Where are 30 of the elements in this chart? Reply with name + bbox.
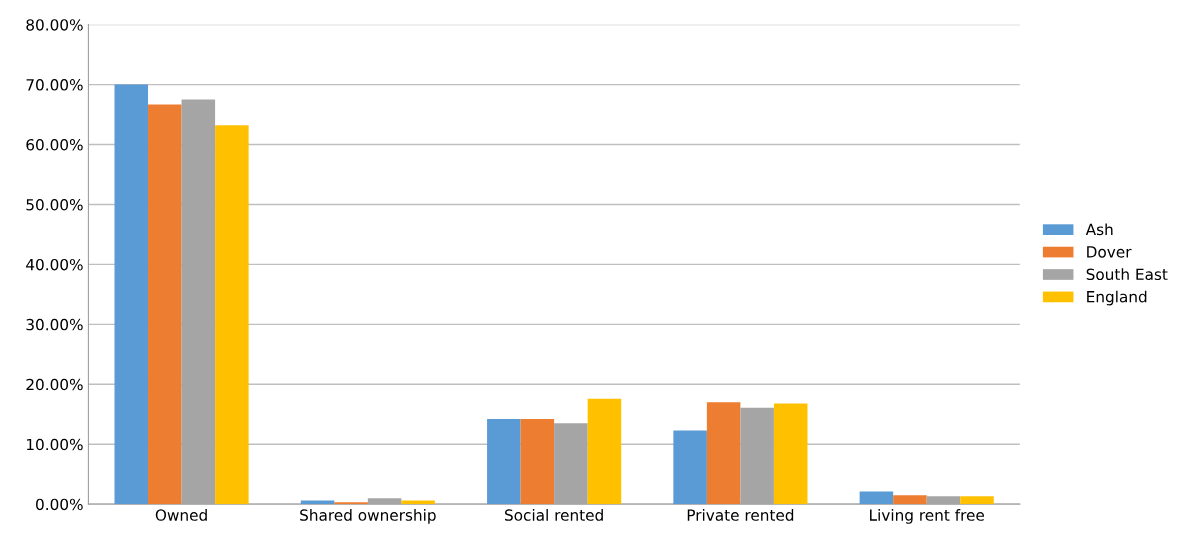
bar <box>520 419 555 505</box>
bar <box>215 125 249 505</box>
x-tick-label: Private rented <box>687 509 794 521</box>
y-tick-label: 20.00% <box>26 378 83 391</box>
y-tick-label: 40.00% <box>26 258 83 271</box>
y-tick-label: 80.00% <box>26 19 83 31</box>
bar <box>706 402 741 505</box>
bar <box>587 398 622 505</box>
bar <box>773 403 808 505</box>
y-tick-label: 30.00% <box>26 318 83 331</box>
bar <box>114 84 149 505</box>
y-tick-label: 50.00% <box>26 198 83 211</box>
bar <box>487 419 521 505</box>
y-tick-label: 0.00% <box>36 498 83 511</box>
bar <box>960 496 994 505</box>
y-tick-label: 60.00% <box>26 139 83 151</box>
x-tick-label: Living rent free <box>870 509 985 524</box>
legend-label: Dover <box>1087 246 1132 258</box>
y-tick-label: 70.00% <box>26 79 83 91</box>
legend-label: England <box>1087 290 1147 306</box>
bar <box>673 430 707 505</box>
x-tick-label: Shared ownership <box>300 509 436 524</box>
legend-label: South East <box>1086 268 1168 281</box>
legend-label: Ash <box>1085 223 1113 236</box>
x-tick-label: Owned <box>155 509 207 521</box>
bar <box>148 104 182 505</box>
y-tick-label: 10.00% <box>26 438 83 451</box>
bar <box>859 491 894 505</box>
x-tick-label: Social rented <box>505 509 603 521</box>
bar <box>893 495 927 505</box>
